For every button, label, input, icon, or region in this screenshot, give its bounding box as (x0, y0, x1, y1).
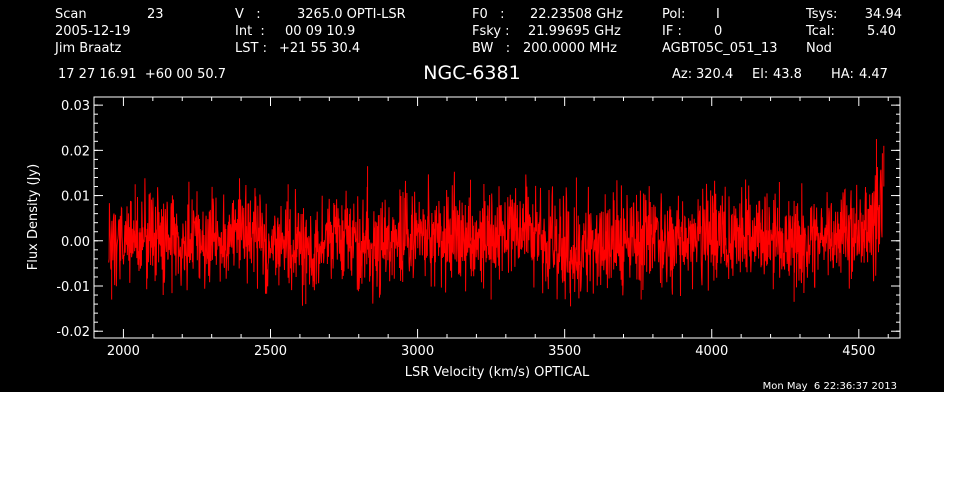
fsky-label: Fsky : (472, 24, 510, 39)
x-axis-label: LSR Velocity (km/s) OPTICAL (405, 365, 590, 380)
x-tick-label: 4500 (842, 344, 875, 359)
scan-number: 23 (147, 7, 164, 22)
f0-label: F0 : (472, 7, 505, 22)
velocity-value: 3265.0 OPTI-LSR (297, 7, 406, 22)
velocity-label: V : (235, 7, 261, 22)
source-coordinates: 17 27 16.91 +60 00 50.7 (58, 67, 226, 82)
x-tick-label: 3000 (401, 344, 434, 359)
fsky-value: 21.99695 GHz (528, 24, 621, 39)
x-tick-label: 4000 (695, 344, 728, 359)
spectrum-plot-panel: Scan 23 2005-12-19 Jim Braatz V : 3265.0… (0, 0, 944, 392)
elevation-value: 43.8 (773, 67, 802, 82)
y-tick-label: -0.01 (56, 280, 90, 295)
y-axis-ticks: -0.02 -0.01 0.00 0.01 0.02 0.03 (56, 99, 900, 340)
y-tick-label: 0.01 (61, 190, 90, 205)
bandwidth-label: BW : (472, 41, 510, 56)
azimuth-label: Az: (672, 67, 692, 82)
spectrum-line (108, 153, 883, 306)
tcal-value: 5.40 (867, 24, 896, 39)
y-tick-label: -0.02 (56, 325, 90, 340)
y-axis-label: Flux Density (Jy) (26, 164, 41, 270)
if-label: IF : (662, 24, 682, 39)
tsys-label: Tsys: (805, 7, 837, 22)
tsys-value: 34.94 (865, 7, 902, 22)
spectrum-trace (108, 139, 885, 307)
polarization-label: Pol: (662, 7, 685, 22)
tcal-label: Tcal: (805, 24, 835, 39)
f0-value: 22.23508 GHz (530, 7, 623, 22)
y-tick-label: 0.00 (61, 235, 90, 250)
x-tick-label: 3500 (548, 344, 581, 359)
x-tick-label: 2000 (107, 344, 140, 359)
lst-value: +21 55 30.4 (279, 41, 360, 56)
x-axis-ticks: 2000 2500 3000 3500 4000 4500 (107, 97, 889, 359)
bandwidth-value: 200.0000 MHz (523, 41, 617, 56)
integration-value: 00 09 10.9 (285, 24, 355, 39)
lst-label: LST : (235, 41, 267, 56)
hour-angle-value: 4.47 (859, 67, 888, 82)
integration-label: Int : (235, 24, 265, 39)
source-name: NGC-6381 (423, 62, 520, 84)
y-tick-label: 0.03 (61, 99, 90, 114)
plot-frame (93, 96, 901, 339)
azimuth-value: 320.4 (696, 67, 733, 82)
observer-name: Jim Braatz (54, 41, 122, 56)
hour-angle-label: HA: (831, 67, 854, 82)
y-tick-label: 0.02 (61, 144, 90, 159)
x-tick-label: 2500 (254, 344, 287, 359)
scan-label: Scan (55, 7, 87, 22)
plot-timestamp: Mon May 6 22:36:37 2013 (763, 381, 897, 392)
observing-mode: Nod (806, 41, 832, 56)
observation-date: 2005-12-19 (55, 24, 131, 39)
polarization-value: I (716, 7, 720, 22)
elevation-label: El: (752, 67, 768, 82)
if-value: 0 (714, 24, 722, 39)
project-id: AGBT05C_051_13 (662, 41, 778, 56)
